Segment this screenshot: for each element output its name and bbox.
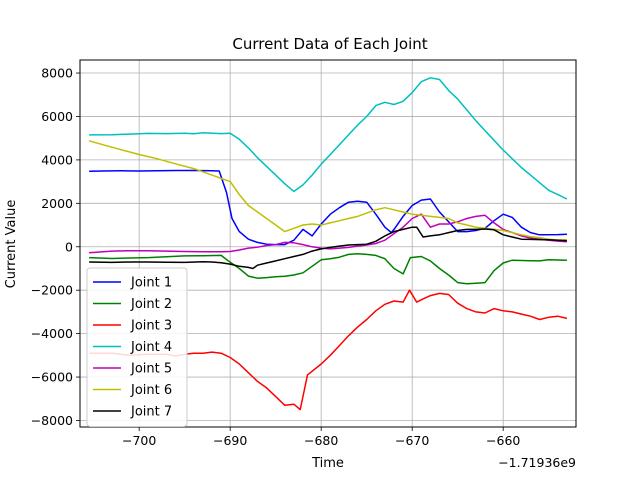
legend-box xyxy=(86,267,188,427)
y-tick-label: −6000 xyxy=(31,370,73,385)
y-tick-label: −2000 xyxy=(31,283,73,298)
x-tick-label: −670 xyxy=(395,433,429,448)
series-line-joint-6 xyxy=(88,140,567,241)
chart-title: Current Data of Each Joint xyxy=(232,35,427,53)
series-line-joint-4 xyxy=(89,77,568,200)
legend-label-joint-7: Joint 7 xyxy=(130,405,172,420)
series-line-joint-1 xyxy=(89,169,567,246)
x-tick-label: −690 xyxy=(213,433,247,448)
x-tick-label: −700 xyxy=(122,433,156,448)
y-tick-label: 6000 xyxy=(41,109,73,124)
y-axis: −8000 −6000 −4000 −2000 0 2000 4000 6000 8000 xyxy=(31,66,80,428)
y-tick-label: 4000 xyxy=(41,152,73,167)
x-offset-label: −1.71936e9 xyxy=(498,455,576,470)
x-tick-label: −680 xyxy=(304,433,338,448)
x-axis-label: Time xyxy=(311,456,344,471)
y-tick-label: −8000 xyxy=(31,413,73,428)
series-line-joint-7 xyxy=(89,226,567,270)
series-line-joint-2 xyxy=(89,252,567,285)
legend-label-joint-5: Joint 5 xyxy=(130,362,172,377)
legend-label-joint-3: Joint 3 xyxy=(130,319,172,334)
series-line-joint-5 xyxy=(89,213,567,254)
series-line-joint-3 xyxy=(89,289,568,411)
legend-label-joint-1: Joint 1 xyxy=(130,276,172,291)
legend-label-joint-2: Joint 2 xyxy=(130,297,172,312)
legend: Joint 1 Joint 2 Joint 3 Joint 4 Joint 5 Joint… xyxy=(86,267,188,427)
y-tick-label: 0 xyxy=(65,239,73,254)
y-tick-label: −4000 xyxy=(31,326,73,341)
legend-label-joint-4: Joint 4 xyxy=(130,340,172,355)
series-layer xyxy=(88,77,568,411)
x-tick-label: −660 xyxy=(486,433,520,448)
y-tick-label: 8000 xyxy=(41,66,73,81)
plot-frame xyxy=(79,59,577,428)
y-axis-label: Current Value xyxy=(4,200,19,289)
legend-label-joint-6: Joint 6 xyxy=(130,383,172,398)
y-tick-label: 2000 xyxy=(41,196,73,211)
x-axis: −700 −690 −680 −670 −660 xyxy=(122,427,520,448)
